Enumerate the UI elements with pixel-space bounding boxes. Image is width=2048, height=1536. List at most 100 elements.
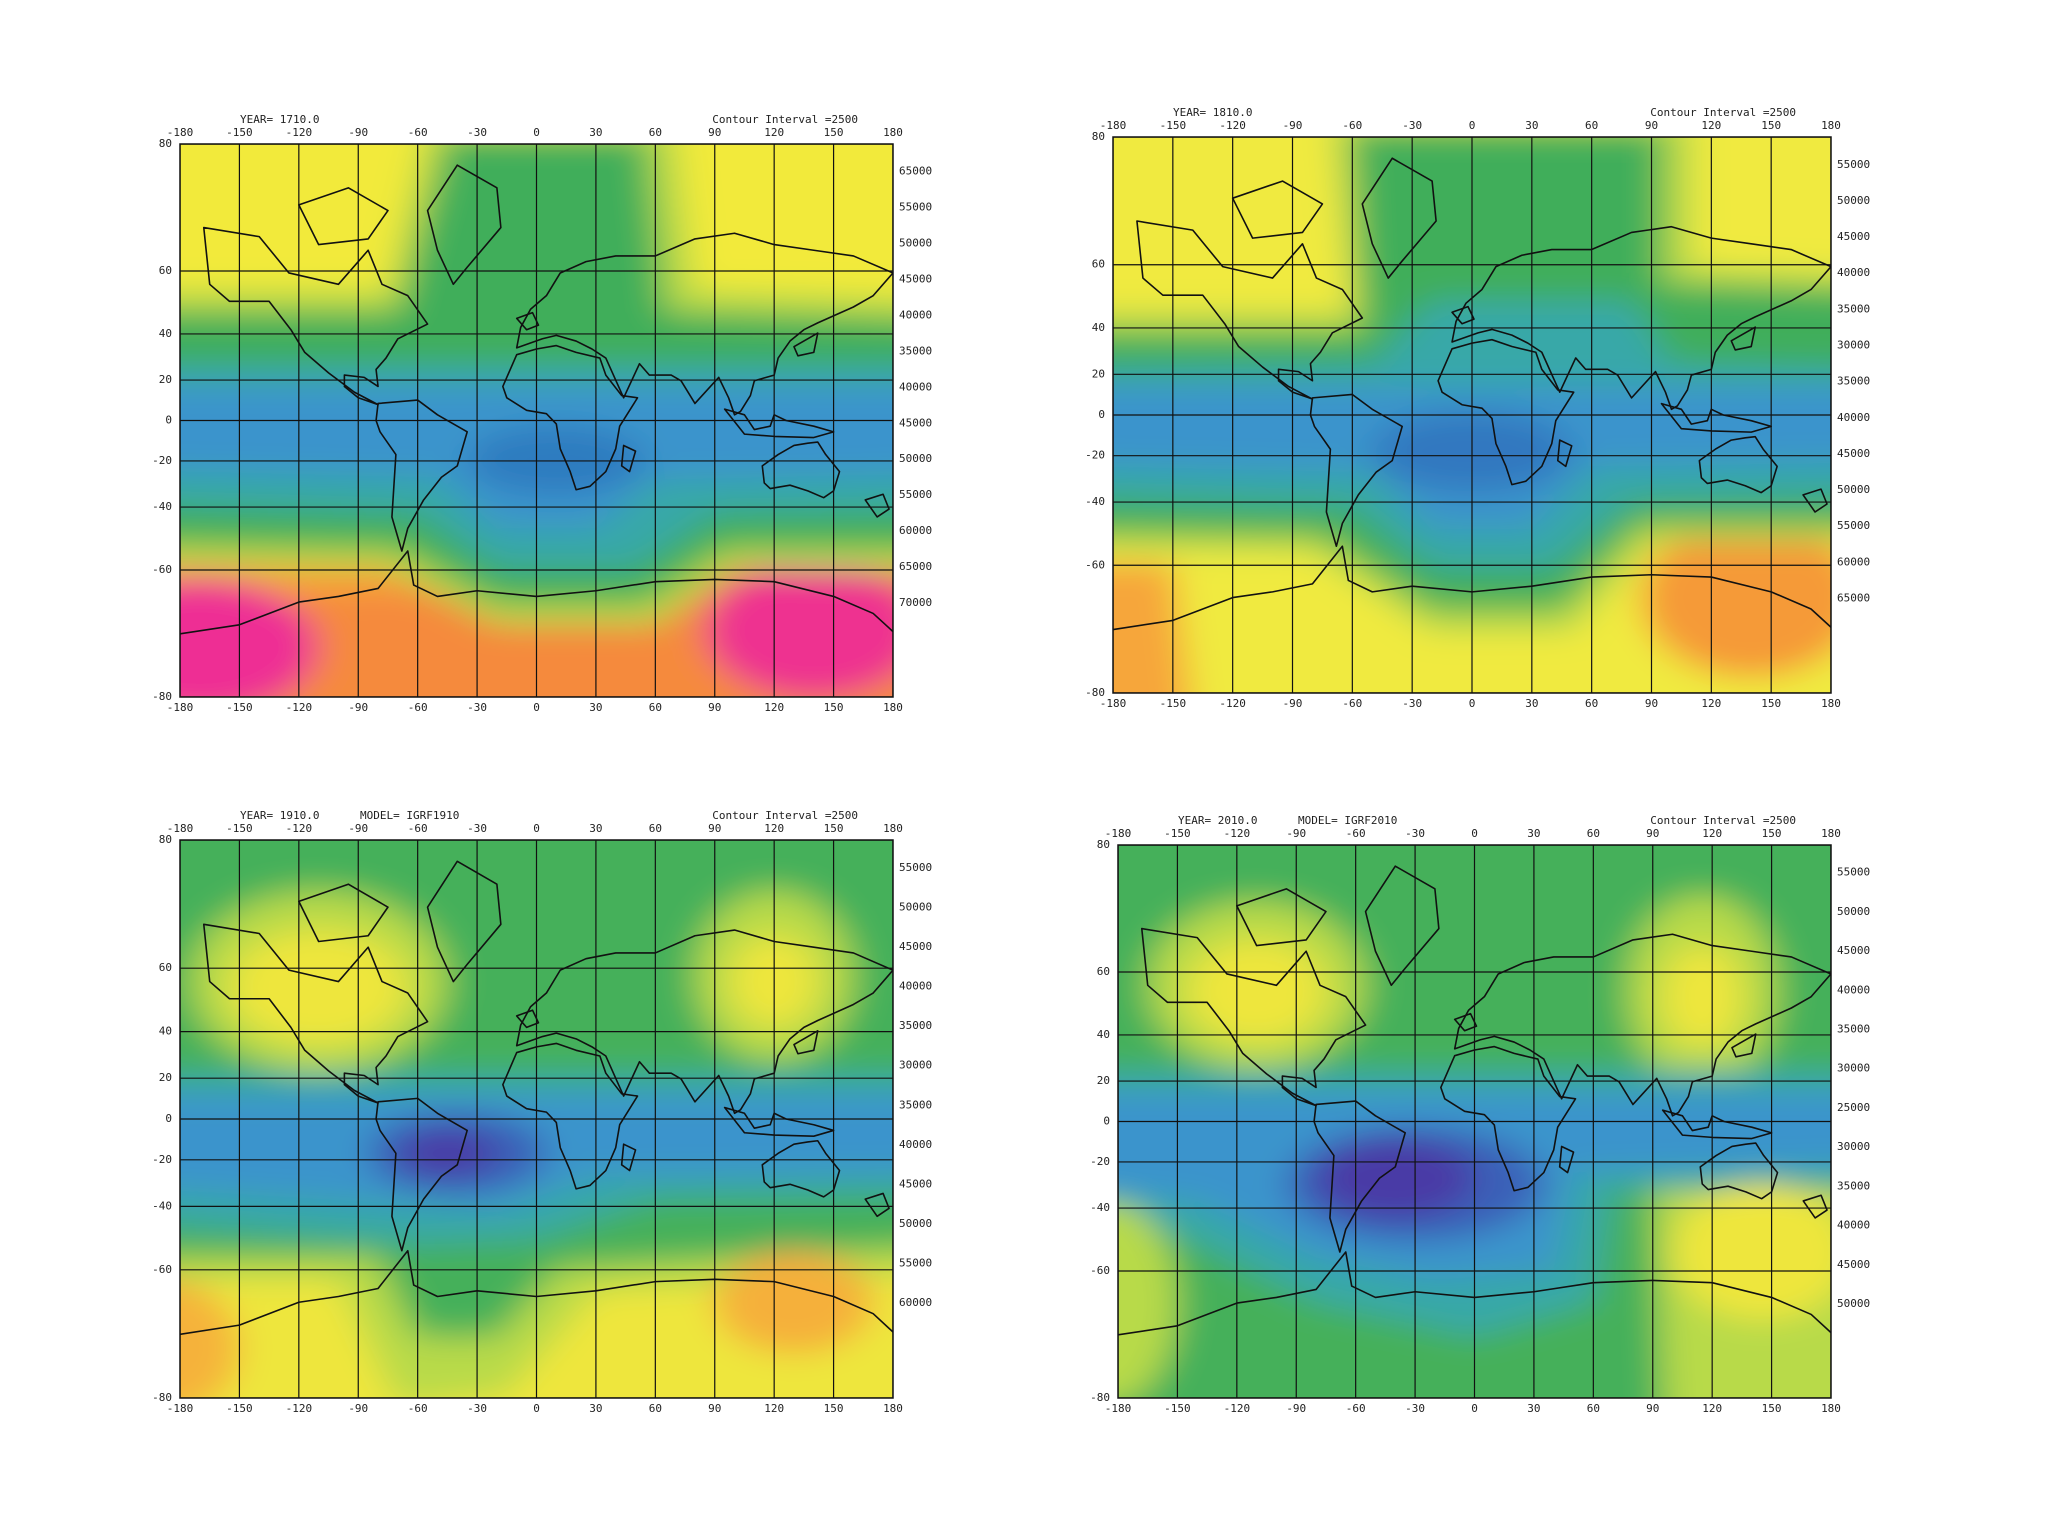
contour-label: 55000 bbox=[899, 488, 932, 501]
contour-label: 30000 bbox=[1837, 339, 1870, 352]
y-tick-label: -80 bbox=[152, 1391, 172, 1404]
contour-label: 45000 bbox=[899, 416, 932, 429]
panel-interval: Contour Interval =2500 bbox=[712, 113, 858, 126]
panel-interval: Contour Interval =2500 bbox=[712, 809, 858, 822]
x-tick-label: 0 bbox=[1471, 827, 1478, 840]
contour-label: 35000 bbox=[899, 1098, 932, 1111]
x-tick-label: -150 bbox=[226, 1402, 253, 1415]
x-tick-label: -180 bbox=[1100, 697, 1127, 710]
x-tick-label: 150 bbox=[824, 701, 844, 714]
x-tick-label: 60 bbox=[649, 701, 662, 714]
x-tick-label: -120 bbox=[1219, 697, 1246, 710]
x-tick-label: 150 bbox=[824, 1402, 844, 1415]
x-tick-label: -90 bbox=[1283, 697, 1303, 710]
y-tick-label: -20 bbox=[152, 454, 172, 467]
x-tick-label: -120 bbox=[286, 126, 313, 139]
x-tick-label: -30 bbox=[1405, 827, 1425, 840]
x-tick-label: -30 bbox=[467, 126, 487, 139]
contour-label: 40000 bbox=[1837, 1219, 1870, 1232]
y-tick-label: 60 bbox=[159, 264, 172, 277]
x-tick-label: -30 bbox=[1402, 697, 1422, 710]
x-tick-label: 90 bbox=[1645, 697, 1658, 710]
map bbox=[1118, 845, 1831, 1398]
contour-label: 65000 bbox=[899, 165, 932, 178]
x-tick-label: 150 bbox=[1761, 119, 1781, 132]
y-tick-label: 40 bbox=[159, 327, 172, 340]
x-tick-label: -90 bbox=[1286, 827, 1306, 840]
y-tick-label: -40 bbox=[152, 500, 172, 513]
y-tick-label: 20 bbox=[1097, 1074, 1110, 1087]
x-tick-label: 120 bbox=[764, 822, 784, 835]
x-tick-label: -60 bbox=[408, 126, 428, 139]
x-tick-label: -30 bbox=[1402, 119, 1422, 132]
x-tick-label: -30 bbox=[1405, 1402, 1425, 1415]
x-tick-label: -120 bbox=[286, 822, 313, 835]
map-frame bbox=[179, 143, 894, 698]
map bbox=[180, 144, 893, 697]
x-tick-label: 90 bbox=[1645, 119, 1658, 132]
contour-label: 50000 bbox=[899, 237, 932, 250]
y-tick-label: 40 bbox=[159, 1025, 172, 1038]
contour-label: 40000 bbox=[899, 1138, 932, 1151]
x-tick-label: 150 bbox=[824, 126, 844, 139]
panel-interval: Contour Interval =2500 bbox=[1650, 106, 1796, 119]
y-tick-label: -20 bbox=[152, 1153, 172, 1166]
y-tick-label: -80 bbox=[152, 690, 172, 703]
contour-label: 45000 bbox=[1837, 230, 1870, 243]
contour-label: 50000 bbox=[1837, 483, 1870, 496]
x-tick-label: -60 bbox=[1342, 119, 1362, 132]
contour-label: 50000 bbox=[1837, 194, 1870, 207]
contour-label: 45000 bbox=[899, 272, 932, 285]
y-tick-label: 80 bbox=[159, 137, 172, 150]
x-tick-label: -90 bbox=[348, 822, 368, 835]
contour-label: 50000 bbox=[899, 900, 932, 913]
contour-label: 35000 bbox=[1837, 302, 1870, 315]
y-tick-label: -20 bbox=[1090, 1155, 1110, 1168]
x-tick-label: -180 bbox=[167, 126, 194, 139]
x-tick-label: 120 bbox=[1702, 1402, 1722, 1415]
contour-label: 40000 bbox=[1837, 266, 1870, 279]
x-tick-label: 150 bbox=[1762, 1402, 1782, 1415]
contour-label: 25000 bbox=[1837, 1101, 1870, 1114]
y-tick-label: -60 bbox=[1085, 558, 1105, 571]
x-tick-label: 30 bbox=[589, 126, 602, 139]
y-tick-label: -80 bbox=[1090, 1391, 1110, 1404]
x-tick-label: 90 bbox=[1646, 827, 1659, 840]
x-tick-label: -60 bbox=[408, 1402, 428, 1415]
x-tick-label: 90 bbox=[708, 126, 721, 139]
y-tick-label: 60 bbox=[159, 961, 172, 974]
x-tick-label: 60 bbox=[1585, 119, 1598, 132]
x-tick-label: 60 bbox=[1587, 827, 1600, 840]
x-tick-label: 180 bbox=[1821, 827, 1841, 840]
x-tick-label: -90 bbox=[348, 126, 368, 139]
x-tick-label: -150 bbox=[226, 822, 253, 835]
contour-label: 30000 bbox=[899, 1059, 932, 1072]
y-tick-label: -20 bbox=[1085, 449, 1105, 462]
contour-label: 40000 bbox=[899, 308, 932, 321]
x-tick-label: -150 bbox=[226, 701, 253, 714]
x-tick-label: 30 bbox=[589, 822, 602, 835]
x-tick-label: 180 bbox=[1821, 119, 1841, 132]
panel-year: YEAR= 2010.0 bbox=[1178, 814, 1257, 827]
x-tick-label: 0 bbox=[533, 1402, 540, 1415]
y-tick-label: -60 bbox=[152, 1263, 172, 1276]
contour-label: 40000 bbox=[1837, 411, 1870, 424]
contour-label: 55000 bbox=[899, 861, 932, 874]
x-tick-label: -30 bbox=[467, 822, 487, 835]
contour-label: 55000 bbox=[1837, 866, 1870, 879]
y-tick-label: 80 bbox=[1097, 838, 1110, 851]
contour-label: 50000 bbox=[1837, 1297, 1870, 1310]
x-tick-label: -150 bbox=[1164, 1402, 1191, 1415]
x-tick-label: 150 bbox=[1761, 697, 1781, 710]
x-tick-label: -180 bbox=[1105, 827, 1132, 840]
x-tick-label: -30 bbox=[467, 1402, 487, 1415]
y-tick-label: -40 bbox=[152, 1199, 172, 1212]
x-tick-label: 180 bbox=[883, 701, 903, 714]
x-tick-label: 60 bbox=[649, 126, 662, 139]
x-tick-label: -60 bbox=[1342, 697, 1362, 710]
x-tick-label: -120 bbox=[1219, 119, 1246, 132]
x-tick-label: -120 bbox=[286, 1402, 313, 1415]
panel-year: YEAR= 1710.0 bbox=[240, 113, 319, 126]
x-tick-label: 180 bbox=[1821, 697, 1841, 710]
x-tick-label: 90 bbox=[708, 1402, 721, 1415]
